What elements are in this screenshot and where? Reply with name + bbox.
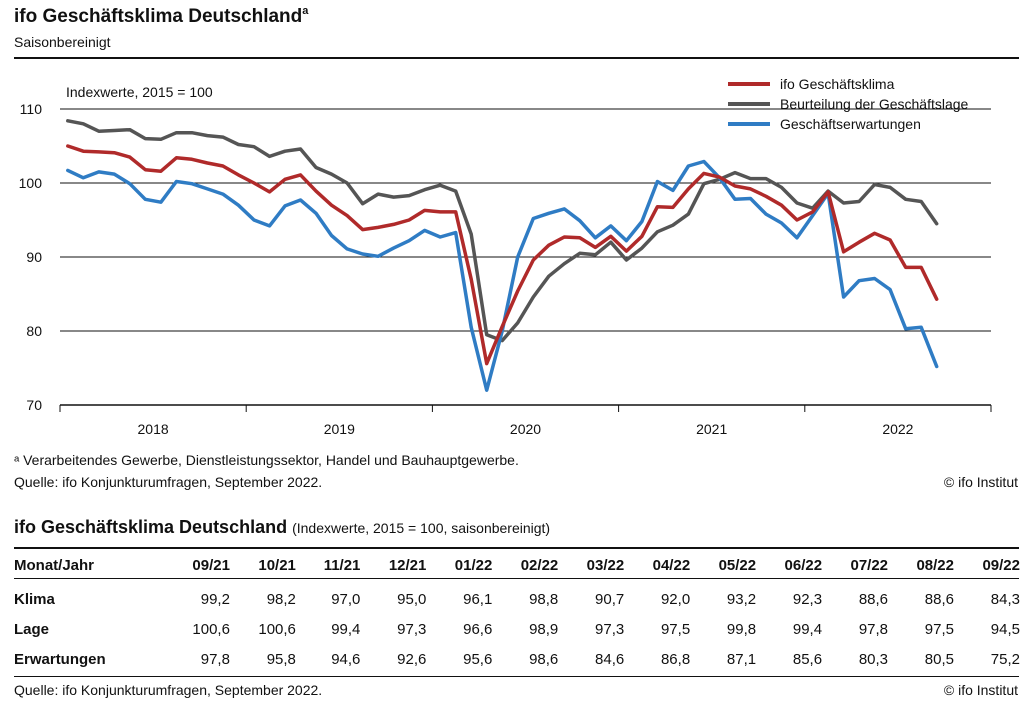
table-cell: 84,6 bbox=[595, 650, 625, 668]
table-source: Quelle: ifo Konjunkturumfragen, Septembe… bbox=[14, 682, 323, 698]
table-cell: 97,3 bbox=[397, 620, 427, 638]
table-cell: 94,6 bbox=[331, 650, 361, 668]
page-title: ifo Geschäftsklima Deutschlanda bbox=[14, 5, 309, 28]
table-cell: 94,5 bbox=[990, 620, 1020, 638]
table-cell: 75,2 bbox=[990, 650, 1020, 668]
table-row-label: Erwartungen bbox=[14, 650, 106, 668]
legend-label: Geschäftserwartungen bbox=[780, 116, 921, 132]
table-column-header: 01/22 bbox=[454, 556, 493, 574]
table-header-rule bbox=[14, 578, 1019, 579]
table-cell: 95,6 bbox=[463, 650, 493, 668]
x-tick-label: 2022 bbox=[882, 421, 913, 437]
y-tick-label: 90 bbox=[26, 249, 42, 265]
table-cell: 99,4 bbox=[792, 620, 823, 638]
table-cell: 96,6 bbox=[463, 620, 493, 638]
table-column-header: 05/22 bbox=[718, 556, 757, 574]
table-title-text: ifo Geschäftsklima Deutschland bbox=[14, 517, 288, 537]
y-unit-label: Indexwerte, 2015 = 100 bbox=[66, 84, 213, 100]
series-line bbox=[66, 159, 939, 392]
table-column-header: 11/21 bbox=[323, 556, 361, 574]
table-row-label: Klima bbox=[14, 590, 55, 608]
table-cell: 100,6 bbox=[258, 620, 296, 638]
table-cell: 92,3 bbox=[792, 590, 823, 608]
table-row: Klima 99,2 98,2 97,0 95,0 96,1 98,8 90,7 92,0 93,… bbox=[14, 580, 1020, 614]
table-title: ifo Geschäftsklima Deutschland (Indexwer… bbox=[14, 517, 550, 538]
footnote: ᵃ Verarbeitendes Gewerbe, Dienstleistung… bbox=[14, 452, 519, 468]
table-cell: 86,8 bbox=[660, 650, 691, 668]
table-cell: 99,4 bbox=[331, 620, 361, 638]
table-cell: 96,1 bbox=[463, 590, 493, 608]
y-tick-label: 70 bbox=[26, 397, 42, 413]
table-bottom-rule bbox=[14, 676, 1019, 677]
table-title-note: (Indexwerte, 2015 = 100, saisonbereinigt… bbox=[292, 520, 551, 536]
table-cell: 85,6 bbox=[792, 650, 823, 668]
table-cell: 99,2 bbox=[200, 590, 230, 608]
table-cell: 97,8 bbox=[200, 650, 230, 668]
x-tick-label: 2020 bbox=[510, 421, 541, 437]
y-tick-label: 110 bbox=[20, 101, 43, 117]
table-cell: 100,6 bbox=[192, 620, 230, 638]
page-title-text: ifo Geschäftsklima Deutschland bbox=[14, 6, 303, 27]
table-column-header: 09/21 bbox=[192, 556, 230, 574]
table-cell: 95,8 bbox=[266, 650, 296, 668]
x-tick-label: 2018 bbox=[138, 421, 169, 437]
series-line bbox=[66, 144, 939, 366]
table-cell: 87,1 bbox=[726, 650, 757, 668]
table-cell: 93,2 bbox=[726, 590, 757, 608]
series-line bbox=[66, 119, 939, 343]
chart-source: Quelle: ifo Konjunkturumfragen, Septembe… bbox=[14, 474, 323, 490]
table-cell: 92,0 bbox=[660, 590, 691, 608]
table-row-label: Lage bbox=[14, 620, 50, 638]
table-column-header: 07/22 bbox=[850, 556, 889, 574]
table-cell: 90,7 bbox=[595, 590, 625, 608]
table-cell: 97,0 bbox=[331, 590, 361, 608]
table-cell: 80,5 bbox=[924, 650, 954, 668]
table-row: Erwartungen 97,8 95,8 94,6 92,6 95,6 98,6 84,6 8… bbox=[14, 644, 1020, 674]
table-column-header: 12/21 bbox=[388, 556, 427, 574]
table-cell: 98,9 bbox=[529, 620, 559, 638]
table-cell: 95,0 bbox=[397, 590, 427, 608]
y-tick-label: 80 bbox=[26, 323, 42, 339]
table-cell: 84,3 bbox=[990, 590, 1020, 608]
table-header-label: Monat/Jahr bbox=[14, 556, 95, 574]
table-cell: 98,6 bbox=[529, 650, 559, 668]
page-subtitle: Saisonbereinigt bbox=[14, 34, 111, 50]
title-footnote-marker: a bbox=[302, 5, 309, 17]
table-cell: 97,5 bbox=[660, 620, 691, 638]
table-header-row: Monat/Jahr 09/21 10/21 11/21 12/21 01/22 02/2… bbox=[14, 550, 1020, 580]
table-column-header: 09/22 bbox=[982, 556, 1020, 574]
table-cell: 80,3 bbox=[858, 650, 889, 668]
table-cell: 99,8 bbox=[726, 620, 757, 638]
table-cell: 97,8 bbox=[858, 620, 889, 638]
table-column-header: 06/22 bbox=[784, 556, 823, 574]
legend-label: ifo Geschäftsklima bbox=[780, 76, 895, 92]
table-copyright: © ifo Institut bbox=[943, 682, 1018, 698]
y-tick-label: 100 bbox=[19, 175, 43, 191]
table-cell: 97,5 bbox=[924, 620, 954, 638]
table-row: Lage 100,6 100,6 99,4 97,3 96,6 98,9 97,3 97,5 99… bbox=[14, 614, 1020, 644]
table-column-header: 04/22 bbox=[652, 556, 691, 574]
table-cell: 97,3 bbox=[595, 620, 625, 638]
title-divider bbox=[14, 57, 1019, 59]
table-column-header: 10/21 bbox=[258, 556, 296, 574]
table-cell: 98,8 bbox=[529, 590, 559, 608]
table-cell: 88,6 bbox=[858, 590, 889, 608]
legend-label: Beurteilung der Geschäftslage bbox=[780, 96, 969, 112]
table-cell: 98,2 bbox=[266, 590, 296, 608]
chart-copyright: © ifo Institut bbox=[943, 474, 1018, 490]
table-cell: 88,6 bbox=[924, 590, 954, 608]
table-column-header: 08/22 bbox=[916, 556, 954, 574]
line-chart: 70 80 90 100 110 2018 2019 2020 2021 2022 Indexwer… bbox=[19, 76, 992, 437]
data-table: Monat/Jahr 09/21 10/21 11/21 12/21 01/22 02/2… bbox=[14, 550, 1020, 674]
x-tick-label: 2021 bbox=[696, 421, 727, 437]
table-column-header: 02/22 bbox=[520, 556, 559, 574]
table-top-rule bbox=[14, 547, 1019, 549]
x-tick-label: 2019 bbox=[324, 421, 355, 437]
table-cell: 92,6 bbox=[397, 650, 427, 668]
table-column-header: 03/22 bbox=[586, 556, 625, 574]
